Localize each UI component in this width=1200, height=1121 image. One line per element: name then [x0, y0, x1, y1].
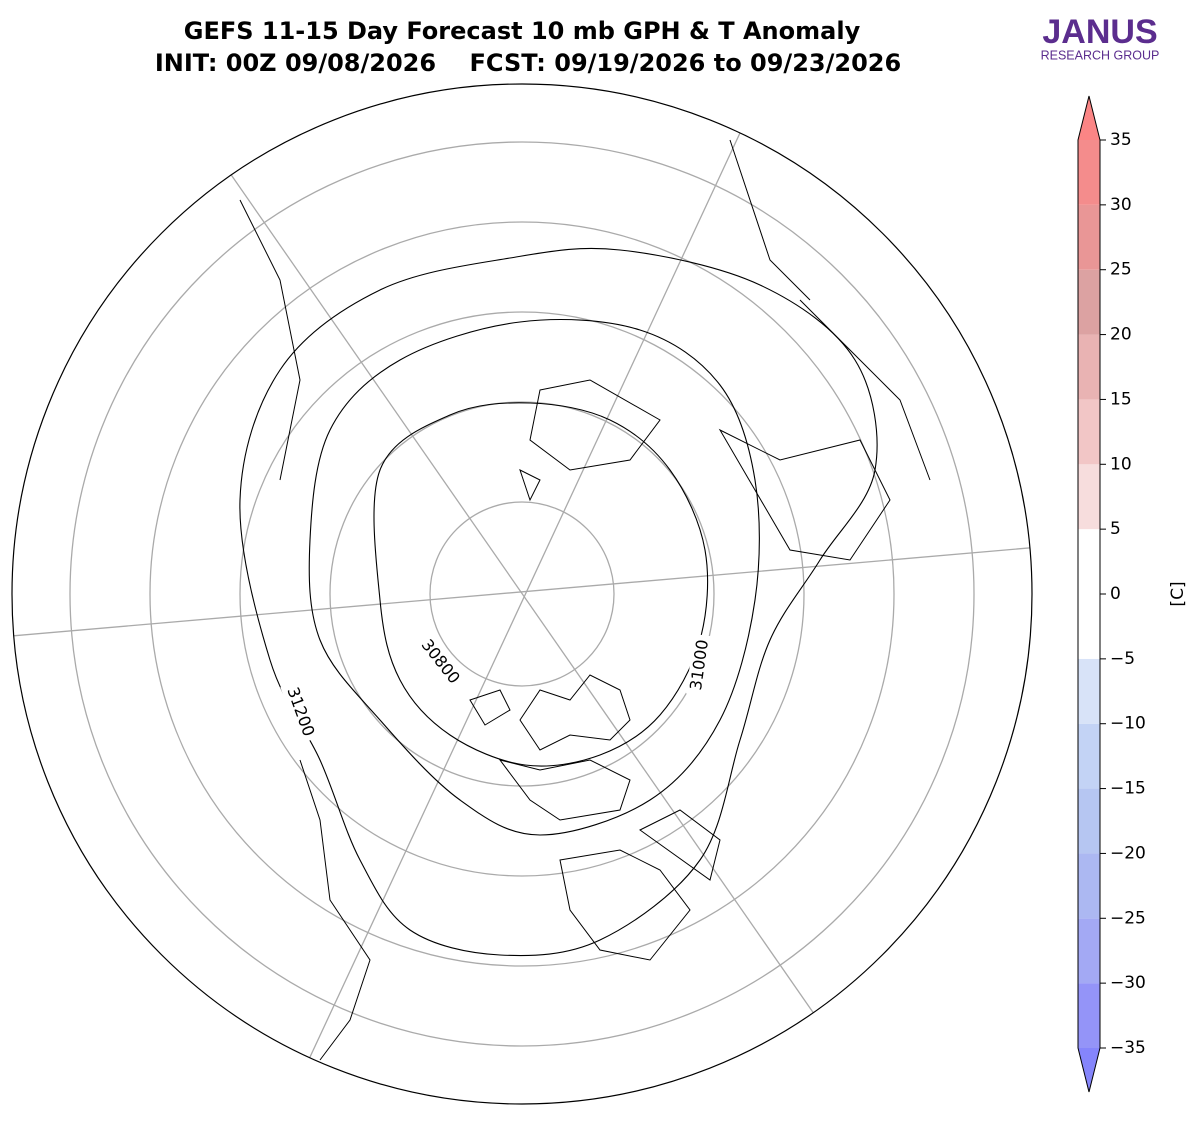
logo-tagline: RESEARCH GROUP — [1041, 48, 1160, 62]
colorbar-tick-label: −35 — [1110, 1038, 1146, 1058]
map-border — [11, 83, 1033, 1105]
colorbar-tick-label: 25 — [1110, 260, 1132, 280]
colorbar: −35 −30 −25 −20 −15 −10 −5 0 5 10 15 20 25 30 35 — [1077, 95, 1146, 1093]
contour-line — [373, 402, 709, 767]
contour-line — [239, 247, 878, 957]
map: 30800 31000 31200 — [12, 89, 1032, 1101]
colorbar-tick-label: 10 — [1110, 454, 1132, 474]
logo-name: JANUS — [1042, 13, 1157, 51]
contours: 30800 31000 31200 — [239, 247, 878, 957]
colorbar-bin — [1078, 918, 1100, 984]
colorbar-tick-label: 20 — [1110, 325, 1132, 345]
contour-label: 31000 — [686, 638, 712, 691]
contour-label-bg — [413, 632, 467, 692]
colorbar-tick-label: 15 — [1110, 389, 1132, 409]
contour-label: 31200 — [283, 684, 318, 738]
colorbar-tick-label: 35 — [1110, 130, 1132, 150]
colorbar-bin — [1078, 204, 1100, 270]
colorbar-bin — [1078, 853, 1100, 919]
meridian — [289, 89, 761, 1101]
title: GEFS 11-15 Day Forecast 10 mb GPH & T An… — [184, 17, 861, 45]
contour-label: 30800 — [418, 635, 464, 687]
colorbar-bin — [1078, 334, 1100, 400]
colorbar-bin — [1078, 529, 1100, 594]
colorbar-tick-label: −10 — [1110, 714, 1146, 734]
colorbar-bin — [1078, 140, 1100, 205]
colorbar-tick-label: 5 — [1110, 519, 1121, 539]
colorbar-bin — [1078, 464, 1100, 530]
contour-label-bg — [280, 680, 320, 744]
latitude-line — [69, 141, 975, 1047]
subtitle: INIT: 00Z 09/08/2026 FCST: 09/19/2026 to… — [155, 49, 901, 77]
colorbar-bin — [1078, 788, 1100, 854]
coastline — [239, 139, 931, 1061]
latitude-line — [429, 501, 615, 687]
colorbar-tick-label: −25 — [1110, 908, 1146, 928]
meridian — [12, 546, 1032, 638]
colorbar-tick-label: −30 — [1110, 973, 1146, 993]
colorbar-tick-label: −15 — [1110, 779, 1146, 799]
latitude-line — [239, 311, 805, 877]
colorbar-bin — [1078, 399, 1100, 465]
colorbar-bin — [1078, 723, 1100, 789]
contour-label-bg — [685, 633, 715, 697]
colorbar-tick-label: 30 — [1110, 195, 1132, 215]
colorbar-extend-over — [1078, 96, 1100, 140]
latitude-line — [149, 221, 895, 967]
colorbar-bin — [1078, 594, 1100, 659]
meridian — [199, 129, 861, 1081]
contour-line — [308, 318, 760, 836]
colorbar-bin — [1078, 983, 1100, 1048]
colorbar-extend-under — [1078, 1048, 1100, 1092]
colorbar-bin — [1078, 269, 1100, 335]
colorbar-bin — [1078, 658, 1100, 724]
colorbar-tick-label: −20 — [1110, 843, 1146, 863]
latitude-line — [329, 401, 715, 787]
colorbar-tick-label: −5 — [1110, 649, 1135, 669]
colorbar-label: [C] — [1168, 581, 1188, 606]
colorbar-tick-label: 0 — [1110, 584, 1121, 604]
